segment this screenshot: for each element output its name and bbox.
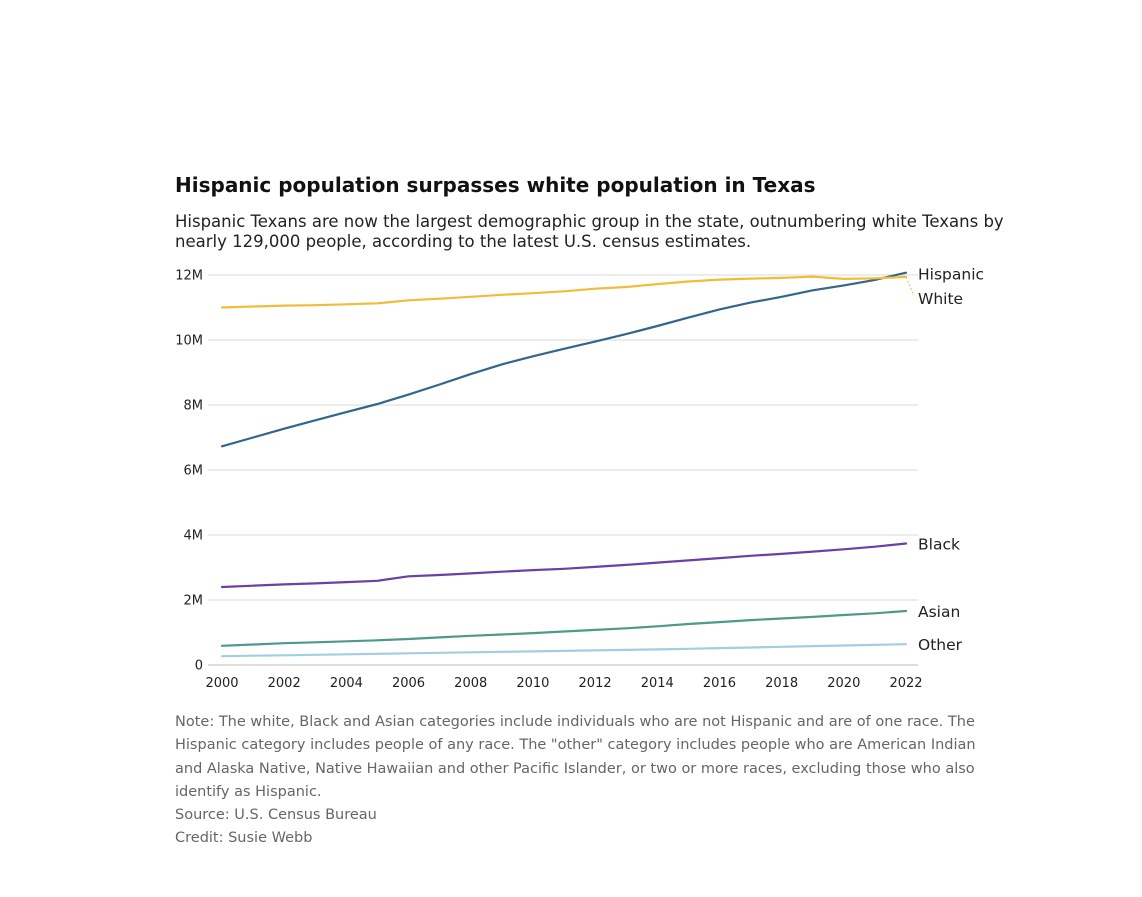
label-connector <box>905 276 915 297</box>
x-tick-label: 2018 <box>765 676 798 691</box>
x-tick-label: 2010 <box>516 676 549 691</box>
x-tick-label: 2016 <box>703 676 736 691</box>
gridlines <box>208 274 918 666</box>
series-label-other: Other <box>918 636 963 654</box>
series-lines <box>220 271 908 658</box>
x-tick-label: 2014 <box>641 676 674 691</box>
series-labels: Hispanic White Black Asian Other <box>905 266 984 654</box>
y-tick-label: 4M <box>184 529 204 544</box>
y-tick-label: 12M <box>175 269 203 284</box>
x-tick-label: 2012 <box>579 676 612 691</box>
series-label-asian: Asian <box>918 603 960 621</box>
x-tick-label: 2000 <box>205 676 238 691</box>
x-tick-label: 2006 <box>392 676 425 691</box>
chart-subtitle: Hispanic Texans are now the largest demo… <box>175 212 1004 251</box>
series-line-asian <box>220 609 908 647</box>
x-tick-label: 2004 <box>330 676 363 691</box>
series-label-black: Black <box>918 535 960 553</box>
y-tick-label: 0 <box>195 659 203 674</box>
series-line-white <box>220 275 908 309</box>
y-axis-ticks: 0 2M 4M 6M 8M 10M 12M <box>175 269 203 674</box>
x-tick-label: 2020 <box>827 676 860 691</box>
x-tick-label: 2008 <box>454 676 487 691</box>
series-label-white: White <box>918 290 963 308</box>
note-text: Note: The white, Black and Asian categor… <box>175 714 976 800</box>
y-tick-label: 8M <box>184 399 204 414</box>
series-line-other <box>220 643 908 658</box>
y-tick-label: 10M <box>175 334 203 349</box>
x-tick-label: 2002 <box>268 676 301 691</box>
source-text: Source: U.S. Census Bureau <box>175 807 377 824</box>
credit-text: Credit: Susie Webb <box>175 830 313 847</box>
y-tick-label: 2M <box>184 594 204 609</box>
chart-title: Hispanic population surpasses white popu… <box>175 173 816 197</box>
y-tick-label: 6M <box>184 464 204 479</box>
x-tick-label: 2022 <box>889 676 922 691</box>
x-axis-ticks: 2000 2002 2004 2006 2008 2010 2012 2014 2016 2018… <box>205 676 922 691</box>
series-line-hispanic <box>220 271 908 448</box>
chart-notes: Note: The white, Black and Asian categor… <box>175 711 995 851</box>
series-label-hispanic: Hispanic <box>918 266 984 284</box>
series-line-black <box>220 542 908 589</box>
